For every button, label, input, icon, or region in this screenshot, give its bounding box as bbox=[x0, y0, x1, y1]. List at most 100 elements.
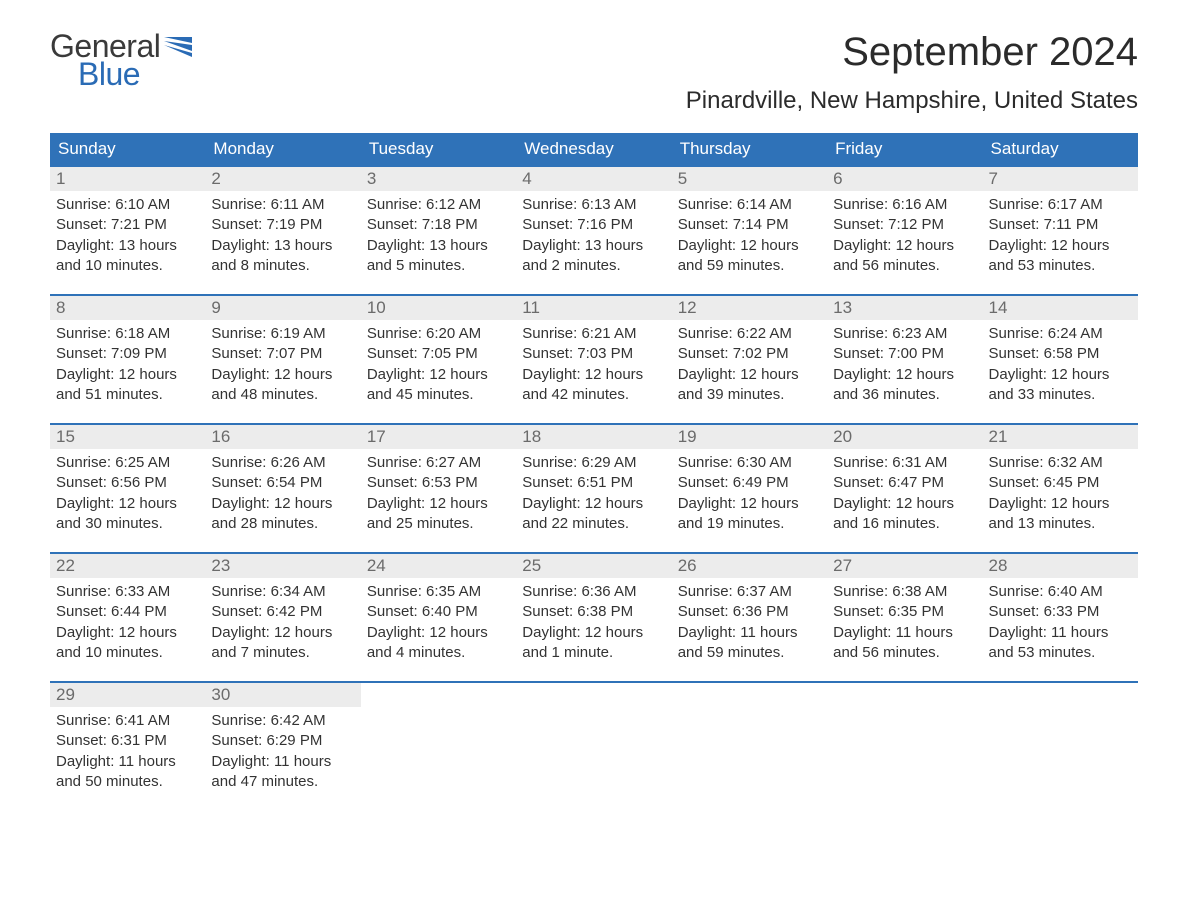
day-number: 27 bbox=[827, 554, 982, 578]
day-number: 20 bbox=[827, 425, 982, 449]
day-details: Sunrise: 6:38 AMSunset: 6:35 PMDaylight:… bbox=[827, 578, 982, 667]
day-details: Sunrise: 6:11 AMSunset: 7:19 PMDaylight:… bbox=[205, 191, 360, 280]
daylight-line: Daylight: 13 hours and 5 minutes. bbox=[367, 236, 510, 277]
day-number: 9 bbox=[205, 296, 360, 320]
calendar-day: 10Sunrise: 6:20 AMSunset: 7:05 PMDayligh… bbox=[361, 296, 516, 409]
daylight-line: Daylight: 12 hours and 19 minutes. bbox=[678, 494, 821, 535]
sunrise-line: Sunrise: 6:16 AM bbox=[833, 195, 976, 215]
sunset-line: Sunset: 6:42 PM bbox=[211, 602, 354, 622]
sunrise-line: Sunrise: 6:20 AM bbox=[367, 324, 510, 344]
daylight-line: Daylight: 12 hours and 42 minutes. bbox=[522, 365, 665, 406]
day-details: Sunrise: 6:35 AMSunset: 6:40 PMDaylight:… bbox=[361, 578, 516, 667]
daylight-line: Daylight: 11 hours and 56 minutes. bbox=[833, 623, 976, 664]
logo-flag-icon bbox=[164, 37, 192, 57]
location-text: Pinardville, New Hampshire, United State… bbox=[686, 87, 1138, 115]
sunset-line: Sunset: 6:29 PM bbox=[211, 731, 354, 751]
sunrise-line: Sunrise: 6:25 AM bbox=[56, 453, 199, 473]
day-number: 11 bbox=[516, 296, 671, 320]
day-number: 14 bbox=[983, 296, 1138, 320]
sunset-line: Sunset: 7:09 PM bbox=[56, 344, 199, 364]
daylight-line: Daylight: 12 hours and 28 minutes. bbox=[211, 494, 354, 535]
day-number: 18 bbox=[516, 425, 671, 449]
logo-text-blue: Blue bbox=[78, 58, 192, 90]
calendar-week: 29Sunrise: 6:41 AMSunset: 6:31 PMDayligh… bbox=[50, 681, 1138, 796]
calendar-day: . bbox=[672, 683, 827, 796]
sunrise-line: Sunrise: 6:19 AM bbox=[211, 324, 354, 344]
sunset-line: Sunset: 7:14 PM bbox=[678, 215, 821, 235]
day-details: Sunrise: 6:37 AMSunset: 6:36 PMDaylight:… bbox=[672, 578, 827, 667]
sunrise-line: Sunrise: 6:11 AM bbox=[211, 195, 354, 215]
day-details: Sunrise: 6:18 AMSunset: 7:09 PMDaylight:… bbox=[50, 320, 205, 409]
calendar-week: 22Sunrise: 6:33 AMSunset: 6:44 PMDayligh… bbox=[50, 552, 1138, 667]
day-number: 28 bbox=[983, 554, 1138, 578]
calendar-day: 29Sunrise: 6:41 AMSunset: 6:31 PMDayligh… bbox=[50, 683, 205, 796]
sunrise-line: Sunrise: 6:36 AM bbox=[522, 582, 665, 602]
sunrise-line: Sunrise: 6:38 AM bbox=[833, 582, 976, 602]
daylight-line: Daylight: 12 hours and 36 minutes. bbox=[833, 365, 976, 406]
month-title: September 2024 bbox=[686, 30, 1138, 75]
day-number: 1 bbox=[50, 167, 205, 191]
calendar-day: . bbox=[516, 683, 671, 796]
day-number: 13 bbox=[827, 296, 982, 320]
sunrise-line: Sunrise: 6:14 AM bbox=[678, 195, 821, 215]
calendar-day: 11Sunrise: 6:21 AMSunset: 7:03 PMDayligh… bbox=[516, 296, 671, 409]
day-number: 15 bbox=[50, 425, 205, 449]
calendar-day: 13Sunrise: 6:23 AMSunset: 7:00 PMDayligh… bbox=[827, 296, 982, 409]
sunrise-line: Sunrise: 6:18 AM bbox=[56, 324, 199, 344]
sunrise-line: Sunrise: 6:27 AM bbox=[367, 453, 510, 473]
sunset-line: Sunset: 7:12 PM bbox=[833, 215, 976, 235]
sunrise-line: Sunrise: 6:37 AM bbox=[678, 582, 821, 602]
daylight-line: Daylight: 12 hours and 39 minutes. bbox=[678, 365, 821, 406]
day-number: 25 bbox=[516, 554, 671, 578]
calendar-day: 9Sunrise: 6:19 AMSunset: 7:07 PMDaylight… bbox=[205, 296, 360, 409]
daylight-line: Daylight: 12 hours and 33 minutes. bbox=[989, 365, 1132, 406]
day-details: Sunrise: 6:10 AMSunset: 7:21 PMDaylight:… bbox=[50, 191, 205, 280]
weekday-header: Tuesday bbox=[361, 133, 516, 165]
sunset-line: Sunset: 6:51 PM bbox=[522, 473, 665, 493]
day-number: 6 bbox=[827, 167, 982, 191]
day-number: 4 bbox=[516, 167, 671, 191]
daylight-line: Daylight: 12 hours and 22 minutes. bbox=[522, 494, 665, 535]
daylight-line: Daylight: 12 hours and 10 minutes. bbox=[56, 623, 199, 664]
sunset-line: Sunset: 7:02 PM bbox=[678, 344, 821, 364]
day-number: 29 bbox=[50, 683, 205, 707]
calendar-week: 15 Sunrise: 6:25 AMSunset: 6:56 PM Dayligh… bbox=[50, 423, 1138, 538]
day-details: Sunrise: 6:13 AMSunset: 7:16 PMDaylight:… bbox=[516, 191, 671, 280]
calendar-day: 7Sunrise: 6:17 AMSunset: 7:11 PMDaylight… bbox=[983, 167, 1138, 280]
day-details: Sunrise: 6:40 AMSunset: 6:33 PMDaylight:… bbox=[983, 578, 1138, 667]
sunset-line: Sunset: 6:56 PM bbox=[56, 473, 199, 493]
sunset-line: Sunset: 7:16 PM bbox=[522, 215, 665, 235]
day-details: Sunrise: 6:23 AMSunset: 7:00 PMDaylight:… bbox=[827, 320, 982, 409]
sunset-line: Sunset: 6:44 PM bbox=[56, 602, 199, 622]
day-details: Sunrise: 6:20 AMSunset: 7:05 PMDaylight:… bbox=[361, 320, 516, 409]
calendar-day: 3Sunrise: 6:12 AMSunset: 7:18 PMDaylight… bbox=[361, 167, 516, 280]
day-details: Sunrise: 6:21 AMSunset: 7:03 PMDaylight:… bbox=[516, 320, 671, 409]
day-details: Sunrise: 6:29 AMSunset: 6:51 PMDaylight:… bbox=[516, 449, 671, 538]
sunrise-line: Sunrise: 6:12 AM bbox=[367, 195, 510, 215]
sunrise-line: Sunrise: 6:32 AM bbox=[989, 453, 1132, 473]
calendar-day: 18Sunrise: 6:29 AMSunset: 6:51 PMDayligh… bbox=[516, 425, 671, 538]
calendar-day: 21Sunrise: 6:32 AMSunset: 6:45 PMDayligh… bbox=[983, 425, 1138, 538]
calendar-week: 1Sunrise: 6:10 AMSunset: 7:21 PMDaylight… bbox=[50, 165, 1138, 280]
day-number: 26 bbox=[672, 554, 827, 578]
sunset-line: Sunset: 7:11 PM bbox=[989, 215, 1132, 235]
day-number: 24 bbox=[361, 554, 516, 578]
day-details: Sunrise: 6:36 AMSunset: 6:38 PMDaylight:… bbox=[516, 578, 671, 667]
sunset-line: Sunset: 6:54 PM bbox=[211, 473, 354, 493]
sunset-line: Sunset: 6:40 PM bbox=[367, 602, 510, 622]
day-details: Sunrise: 6:41 AMSunset: 6:31 PMDaylight:… bbox=[50, 707, 205, 796]
daylight-line: Daylight: 12 hours and 53 minutes. bbox=[989, 236, 1132, 277]
logo: General Blue bbox=[50, 30, 192, 90]
calendar-day: 5Sunrise: 6:14 AMSunset: 7:14 PMDaylight… bbox=[672, 167, 827, 280]
sunrise-line: Sunrise: 6:31 AM bbox=[833, 453, 976, 473]
daylight-line: Daylight: 12 hours and 45 minutes. bbox=[367, 365, 510, 406]
sunset-line: Sunset: 6:49 PM bbox=[678, 473, 821, 493]
day-number: 8 bbox=[50, 296, 205, 320]
calendar-day: 26Sunrise: 6:37 AMSunset: 6:36 PMDayligh… bbox=[672, 554, 827, 667]
sunset-line: Sunset: 7:03 PM bbox=[522, 344, 665, 364]
calendar-day: 17Sunrise: 6:27 AMSunset: 6:53 PMDayligh… bbox=[361, 425, 516, 538]
day-details: Sunrise: 6:16 AMSunset: 7:12 PMDaylight:… bbox=[827, 191, 982, 280]
calendar-day: 15Sunrise: 6:25 AMSunset: 6:56 PMDayligh… bbox=[50, 425, 205, 538]
sunrise-line: Sunrise: 6:29 AM bbox=[522, 453, 665, 473]
day-details: Sunrise: 6:32 AMSunset: 6:45 PMDaylight:… bbox=[983, 449, 1138, 538]
